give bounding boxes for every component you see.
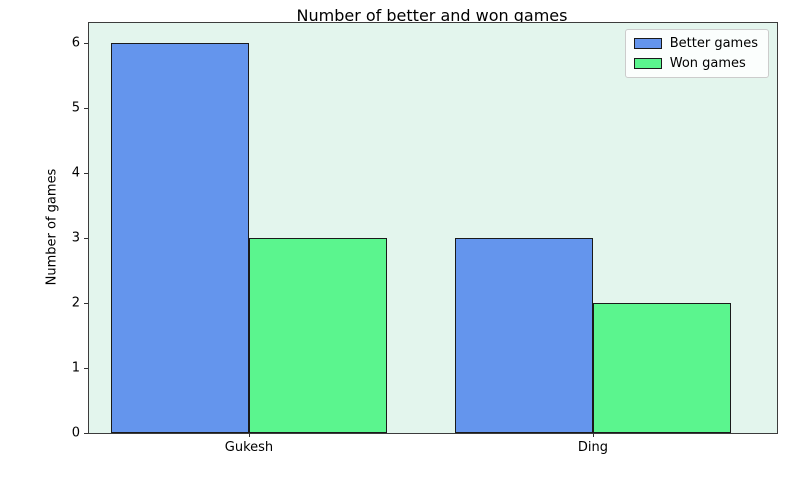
legend-label-won-games: Won games bbox=[669, 56, 746, 71]
plot-area: Better games Won games 0 1 2 3 4 5 6 Gukesh Ding bbox=[72, 22, 778, 455]
bar-ding-won-games bbox=[592, 302, 731, 433]
bar-ding-better-games bbox=[455, 237, 593, 433]
y-tick-mark bbox=[84, 237, 88, 239]
y-tick-mark bbox=[84, 302, 88, 304]
y-tick-mark bbox=[84, 367, 88, 369]
y-tick-mark bbox=[84, 172, 88, 174]
legend: Better games Won games bbox=[624, 29, 769, 78]
y-axis-label: Number of games bbox=[44, 168, 60, 286]
y-tick-label: 3 bbox=[71, 230, 80, 246]
chart-title: Number of better and won games bbox=[296, 6, 568, 25]
y-tick-label: 5 bbox=[71, 100, 80, 116]
y-tick-label: 0 bbox=[71, 425, 80, 441]
legend-swatch-better-games bbox=[633, 38, 662, 49]
y-tick-mark bbox=[84, 42, 88, 44]
y-tick-label: 1 bbox=[71, 360, 80, 376]
legend-swatch-won-games bbox=[633, 58, 662, 69]
x-tick-label-ding: Ding bbox=[577, 440, 609, 455]
x-tick-label-gukesh: Gukesh bbox=[224, 440, 274, 455]
legend-entry-won-games: Won games bbox=[633, 56, 758, 71]
y-tick-mark bbox=[84, 107, 88, 109]
x-tick-mark bbox=[248, 433, 250, 437]
y-tick-label: 2 bbox=[71, 295, 80, 311]
bar-gukesh-won-games bbox=[248, 237, 387, 433]
y-tick-label: 4 bbox=[71, 165, 80, 181]
x-tick-mark bbox=[592, 433, 594, 437]
legend-entry-better-games: Better games bbox=[633, 36, 758, 51]
legend-label-better-games: Better games bbox=[669, 36, 758, 51]
y-tick-label: 6 bbox=[71, 35, 80, 51]
bar-gukesh-better-games bbox=[111, 42, 249, 433]
y-tick-mark bbox=[84, 433, 88, 434]
